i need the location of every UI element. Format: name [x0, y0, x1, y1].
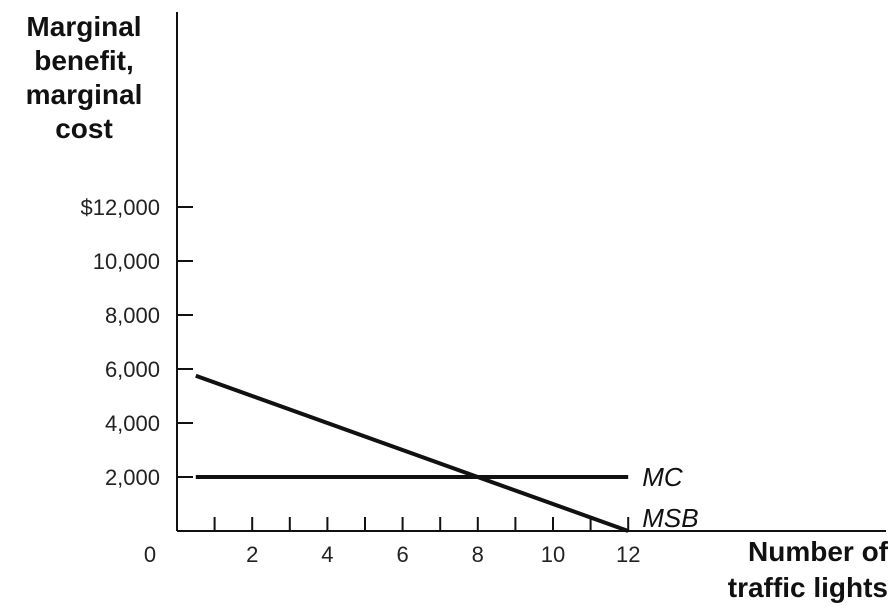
x-tick-label: 12	[616, 542, 640, 567]
series-label-mc: MC	[642, 462, 683, 492]
y-tick-label: $12,000	[80, 195, 160, 220]
y-tick-label: 6,000	[105, 357, 160, 382]
x-ticks-group: 2 4 6 8 10 12	[213, 517, 640, 567]
y-tick-label: 4,000	[105, 411, 160, 436]
x-tick-label: 2	[246, 542, 258, 567]
y-axis-title-line: cost	[55, 113, 113, 144]
origin-label: 0	[144, 542, 156, 567]
x-tick-label: 10	[541, 542, 565, 567]
y-tick-label: 8,000	[105, 303, 160, 328]
y-tick-label: 10,000	[93, 249, 160, 274]
x-tick-label: 6	[396, 542, 408, 567]
x-axis-title-line: traffic lights	[727, 572, 888, 603]
x-axis-title: Number of traffic lights	[660, 534, 888, 606]
y-axis-title: Marginal benefit, marginal cost	[4, 10, 164, 146]
series-label-msb: MSB	[642, 503, 698, 533]
y-axis-title-line: marginal	[25, 79, 143, 110]
x-axis-title-line: Number of	[748, 536, 888, 567]
series-group: MC MSB	[195, 373, 699, 533]
y-axis-title-line: Marginal	[26, 11, 142, 42]
y-ticks-group: $12,000 10,000 8,000 6,000 4,000 2,000	[80, 195, 193, 490]
series-line-msb	[195, 373, 629, 533]
x-tick-label: 4	[321, 542, 333, 567]
y-tick-label: 2,000	[105, 465, 160, 490]
x-tick-label: 8	[472, 542, 484, 567]
y-axis-title-line: benefit,	[34, 45, 134, 76]
